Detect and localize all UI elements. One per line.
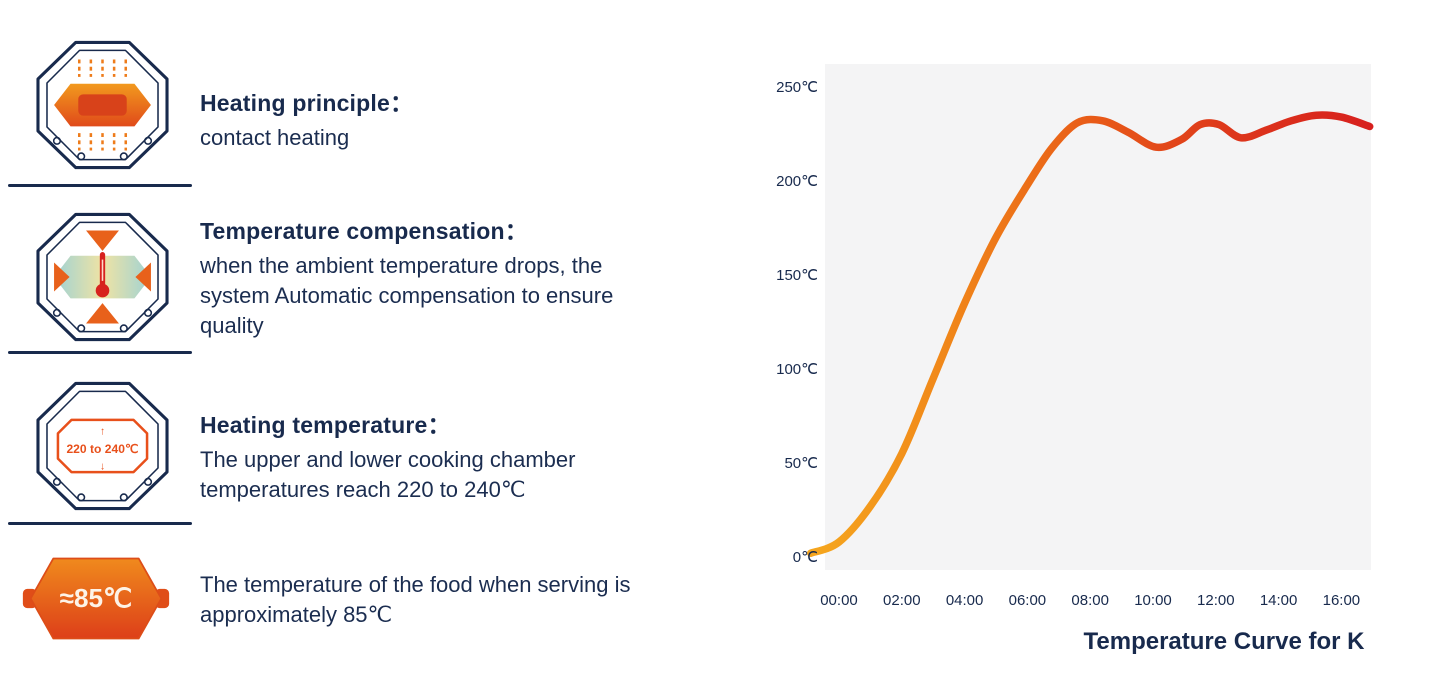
temperature-curve [806, 111, 1374, 557]
x-tick-label: 14:00 [1259, 592, 1298, 609]
feature-description: The temperature of the food when serving… [200, 572, 631, 627]
chart-plot-area [825, 64, 1371, 570]
x-tick-label: 06:00 [1008, 592, 1047, 609]
x-tick-label: 08:00 [1071, 592, 1109, 609]
feature-description: contact heating [200, 125, 350, 150]
feature-title: Temperature compensation： [200, 218, 528, 244]
temperature-compensation-icon [25, 202, 180, 352]
y-tick-label: 50℃ [784, 455, 818, 472]
feature-heating-temperature: Heating temperature： The upper and lower… [200, 406, 765, 505]
contact-heating-icon [25, 30, 180, 180]
serving-temperature-icon: ≈85℃ [22, 546, 170, 651]
temperature-chart: 250℃ 200℃ 150℃ 100℃ 50℃ 0℃ 00:00 02:00 04:00 06:… [760, 40, 1440, 680]
x-tick-label: 00:00 [820, 592, 858, 609]
feature-title: Heating temperature： [200, 412, 451, 438]
feature-serving-temperature: The temperature of the food when serving… [200, 570, 765, 630]
divider [8, 351, 192, 354]
divider [8, 184, 192, 187]
feature-temperature-compensation: Temperature compensation： when the ambie… [200, 212, 765, 341]
feature-title: Heating principle： [200, 90, 414, 116]
divider [8, 522, 192, 525]
y-tick-label: 200℃ [776, 173, 818, 190]
x-tick-label: 12:00 [1197, 592, 1235, 609]
x-tick-label: 10:00 [1134, 592, 1172, 609]
chart-title: Temperature Curve for K [1083, 628, 1365, 655]
icon-serving-temp-label: ≈85℃ [60, 583, 133, 613]
icon-temperature-label: 220 to 240℃ [66, 442, 138, 456]
x-tick-label: 02:00 [883, 592, 921, 609]
arrow-down-icon: ↓ [100, 460, 105, 472]
feature-description: The upper and lower cooking chamber temp… [200, 447, 576, 502]
y-tick-label: 250℃ [776, 79, 818, 96]
chart-x-axis: 00:00 02:00 04:00 06:00 08:00 10:00 12:00 14:00… [760, 40, 1440, 680]
heating-temperature-icon: ↑ 220 to 240℃ ↓ [25, 371, 180, 521]
feature-heating-principle: Heating principle： contact heating [200, 84, 765, 153]
y-tick-label: 150℃ [776, 267, 818, 284]
temperature-curve-path [806, 111, 1374, 557]
chart-y-axis: 250℃ 200℃ 150℃ 100℃ 50℃ 0℃ [760, 40, 1440, 680]
x-tick-label: 16:00 [1322, 592, 1361, 609]
y-tick-label: 0℃ [792, 549, 818, 566]
y-tick-label: 100℃ [776, 361, 818, 378]
x-tick-label: 04:00 [945, 592, 984, 609]
feature-description: when the ambient temperature drops, the … [200, 253, 614, 338]
arrow-up-icon: ↑ [100, 425, 105, 437]
